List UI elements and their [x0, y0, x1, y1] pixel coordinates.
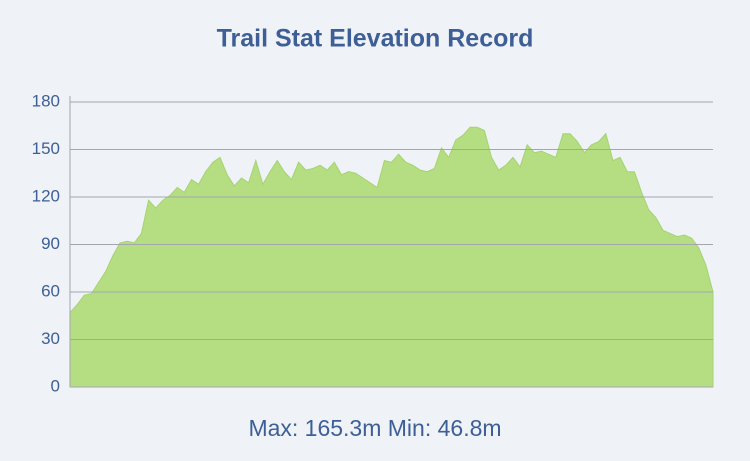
footer: Max: 165.3m Min: 46.8m	[248, 415, 501, 441]
y-tick-label: 150	[32, 139, 60, 158]
y-tick-label: 0	[51, 376, 60, 395]
area	[69, 126, 714, 388]
y-tick-label: 180	[32, 91, 60, 110]
y-tick-label: 30	[41, 329, 60, 348]
y-tick-label: 60	[41, 281, 60, 300]
y-tick-label: 120	[32, 186, 60, 205]
chart-title: Trail Stat Elevation Record	[217, 25, 534, 53]
plot-area: 0 30 60 90 120 150 180	[32, 91, 714, 395]
y-tick-label: 90	[41, 234, 60, 253]
